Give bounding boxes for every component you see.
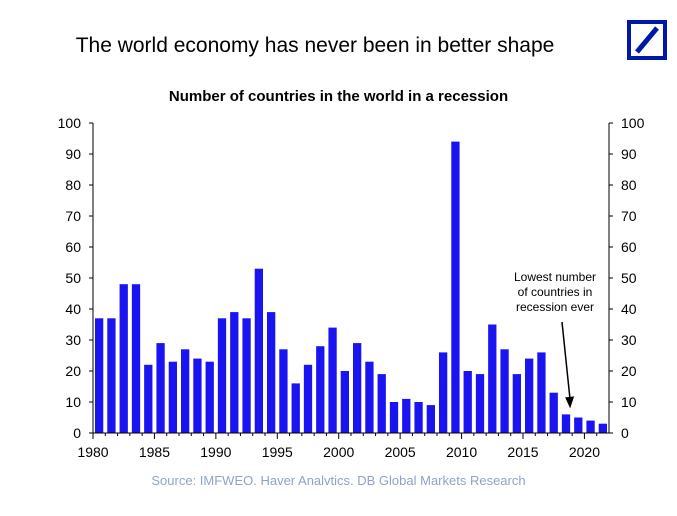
bar xyxy=(549,392,558,433)
bar xyxy=(389,402,399,433)
bar xyxy=(95,318,104,433)
y-tick-label-right: 0 xyxy=(621,425,629,441)
annotation-text: Lowest number of countries in recession … xyxy=(500,270,610,315)
x-tick-label: 2010 xyxy=(446,444,477,460)
bar xyxy=(353,343,362,433)
bar xyxy=(107,318,116,433)
annotation-arrow xyxy=(561,321,571,401)
bar xyxy=(291,383,300,433)
deutsche-bank-logo xyxy=(627,20,667,60)
bar xyxy=(279,349,288,433)
y-tick-label-right: 30 xyxy=(621,332,637,348)
annotation-line-1: Lowest number xyxy=(513,270,597,284)
bar xyxy=(426,405,435,433)
bar xyxy=(475,374,485,433)
y-tick-label-left: 80 xyxy=(65,177,81,193)
bar xyxy=(254,268,263,433)
y-tick-label-left: 50 xyxy=(65,270,81,286)
y-tick-label-left: 0 xyxy=(73,425,81,441)
bar xyxy=(414,402,423,433)
bar xyxy=(525,358,534,433)
bar xyxy=(500,349,509,433)
bar xyxy=(377,374,386,433)
y-tick-label-right: 90 xyxy=(621,146,637,162)
bar xyxy=(303,364,313,433)
y-tick-label-left: 100 xyxy=(58,115,82,131)
x-tick-label: 2005 xyxy=(385,444,416,460)
bar xyxy=(205,361,214,433)
bar xyxy=(451,141,460,433)
y-tick-label-right: 10 xyxy=(621,394,637,410)
bar xyxy=(402,398,411,433)
bar xyxy=(181,349,190,433)
source-note: Source: IMFWEO. Haver Analvtics. DB Glob… xyxy=(151,473,526,488)
x-tick-label: 2000 xyxy=(323,444,354,460)
slash-logo-icon xyxy=(635,26,659,54)
annotation-line-2: of countries in xyxy=(517,285,593,299)
x-tick-label: 2015 xyxy=(507,444,538,460)
bar xyxy=(537,352,546,433)
annotation-arrowhead xyxy=(565,396,575,409)
y-tick-label-right: 70 xyxy=(621,208,637,224)
y-tick-label-right: 60 xyxy=(621,239,637,255)
y-tick-label-left: 10 xyxy=(65,394,81,410)
bar xyxy=(463,371,472,433)
bar xyxy=(340,371,349,433)
bar xyxy=(488,324,497,433)
bar xyxy=(598,423,607,433)
bar xyxy=(168,361,177,433)
bar xyxy=(230,312,239,433)
x-tick-label: 1995 xyxy=(262,444,293,460)
chart-title: Number of countries in the world in a re… xyxy=(168,88,509,105)
y-tick-label-left: 70 xyxy=(65,208,81,224)
y-tick-label-right: 20 xyxy=(621,363,637,379)
bar xyxy=(217,318,227,433)
x-tick-label: 1985 xyxy=(139,444,170,460)
x-tick-label: 1990 xyxy=(200,444,231,460)
bar xyxy=(144,364,153,433)
bar xyxy=(328,327,337,433)
bar xyxy=(365,361,374,433)
y-tick-label-left: 40 xyxy=(65,301,81,317)
y-tick-label-right: 80 xyxy=(621,177,637,193)
bar xyxy=(586,420,595,433)
y-tick-label-left: 90 xyxy=(65,146,81,162)
bar xyxy=(574,417,583,433)
y-tick-label-right: 100 xyxy=(621,115,645,131)
y-tick-label-left: 60 xyxy=(65,239,81,255)
bar xyxy=(119,284,128,433)
bar xyxy=(512,374,521,433)
y-tick-label-left: 20 xyxy=(65,363,81,379)
bar xyxy=(193,358,202,433)
bar xyxy=(131,284,141,433)
headline: The world economy has never been in bett… xyxy=(75,34,555,57)
bar xyxy=(242,318,251,433)
y-tick-label-left: 30 xyxy=(65,332,81,348)
bar xyxy=(439,352,448,433)
bar xyxy=(267,312,276,433)
bar xyxy=(156,343,165,433)
y-tick-label-right: 50 xyxy=(621,270,637,286)
y-tick-label-right: 40 xyxy=(621,301,637,317)
x-tick-label: 2020 xyxy=(569,444,600,460)
bar xyxy=(316,346,325,433)
annotation-line-3: recession ever xyxy=(515,300,595,314)
bar xyxy=(561,414,571,433)
x-tick-label: 1980 xyxy=(77,444,108,460)
